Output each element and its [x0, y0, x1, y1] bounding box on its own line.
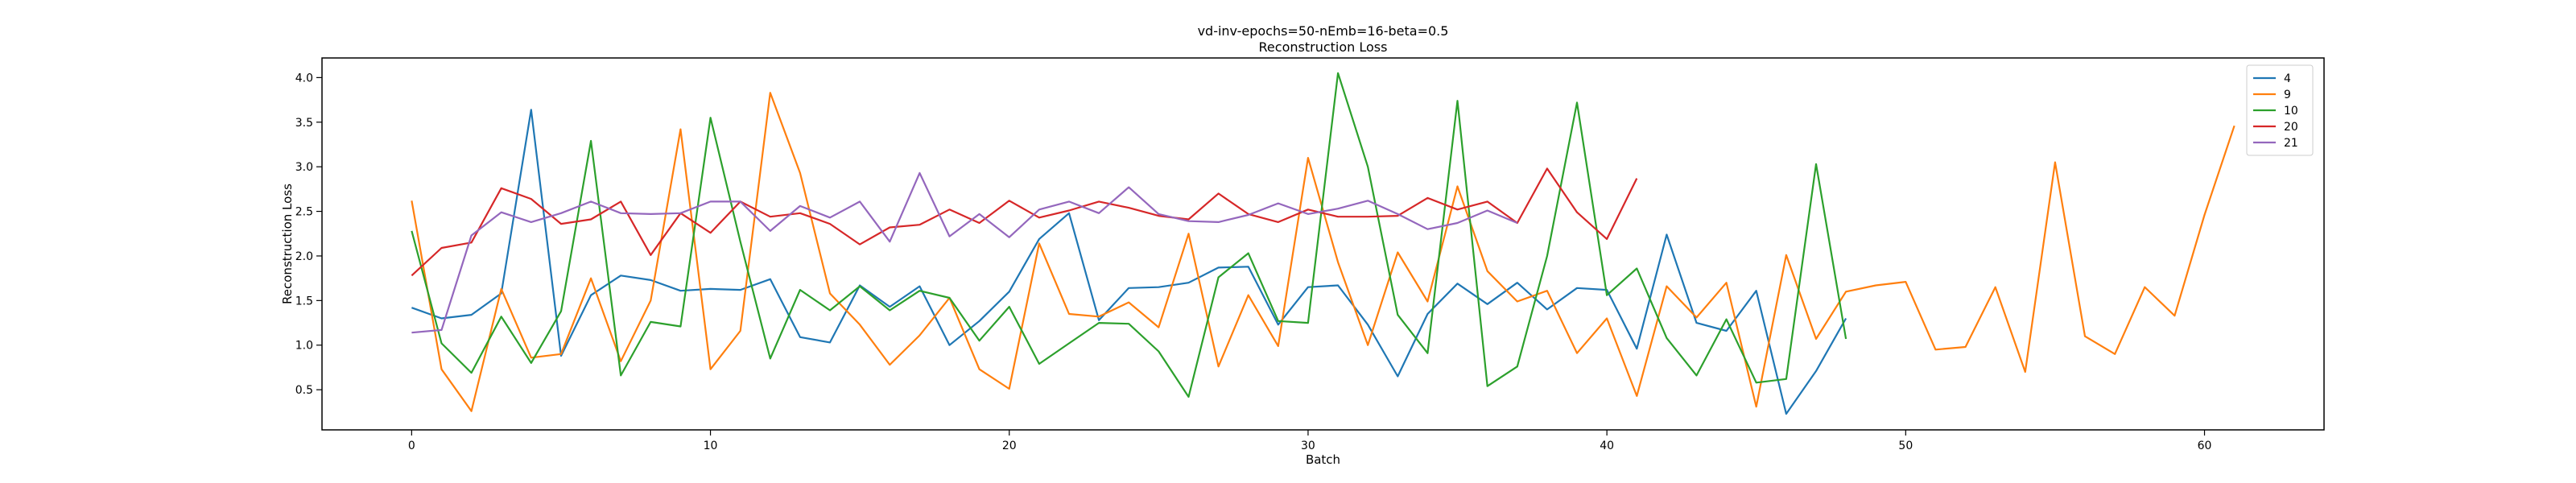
y-tick-label: 1.5	[295, 295, 313, 308]
chart-title: vd-inv-epochs=50-nEmb=16-beta=0.5	[1198, 23, 1449, 39]
legend-label: 4	[2284, 72, 2291, 85]
legend-label: 9	[2284, 89, 2291, 101]
x-axis-label: Batch	[1306, 452, 1340, 467]
chart-subtitle: Reconstruction Loss	[1259, 39, 1388, 55]
x-tick-label: 40	[1600, 440, 1614, 452]
y-tick-label: 1.0	[295, 340, 313, 353]
y-tick-label: 3.5	[295, 117, 313, 130]
y-tick-label: 3.0	[295, 161, 313, 174]
x-tick-label: 60	[2198, 440, 2212, 452]
x-tick-label: 50	[1898, 440, 1913, 452]
x-tick-label: 20	[1002, 440, 1017, 452]
x-tick-label: 30	[1301, 440, 1315, 452]
legend-label: 21	[2284, 137, 2298, 150]
legend-box	[2246, 64, 2314, 156]
legend: 4 9 10 20 21	[2246, 64, 2314, 156]
y-tick-label: 2.5	[295, 206, 313, 219]
legend-label: 10	[2284, 105, 2298, 118]
axis-ticks: 0 10 20 30 40 50 60 0.5 1.0 1.5 2.0 2.5 3.0 3.5 4.0	[295, 72, 2212, 452]
y-tick-label: 4.0	[295, 72, 313, 85]
series-lines	[411, 72, 2235, 415]
y-axis-label: Reconstruction Loss	[280, 184, 295, 304]
legend-label: 20	[2284, 121, 2298, 134]
series-line-10	[411, 72, 1847, 398]
y-tick-label: 2.0	[295, 250, 313, 263]
series-line-20	[411, 167, 1638, 277]
x-tick-label: 0	[408, 440, 415, 452]
series-line-21	[411, 171, 1518, 334]
series-line-9	[411, 92, 2235, 412]
x-tick-label: 10	[704, 440, 718, 452]
y-tick-label: 0.5	[295, 384, 313, 397]
series-line-4	[411, 109, 1847, 415]
plot-area-frame	[321, 57, 2325, 431]
